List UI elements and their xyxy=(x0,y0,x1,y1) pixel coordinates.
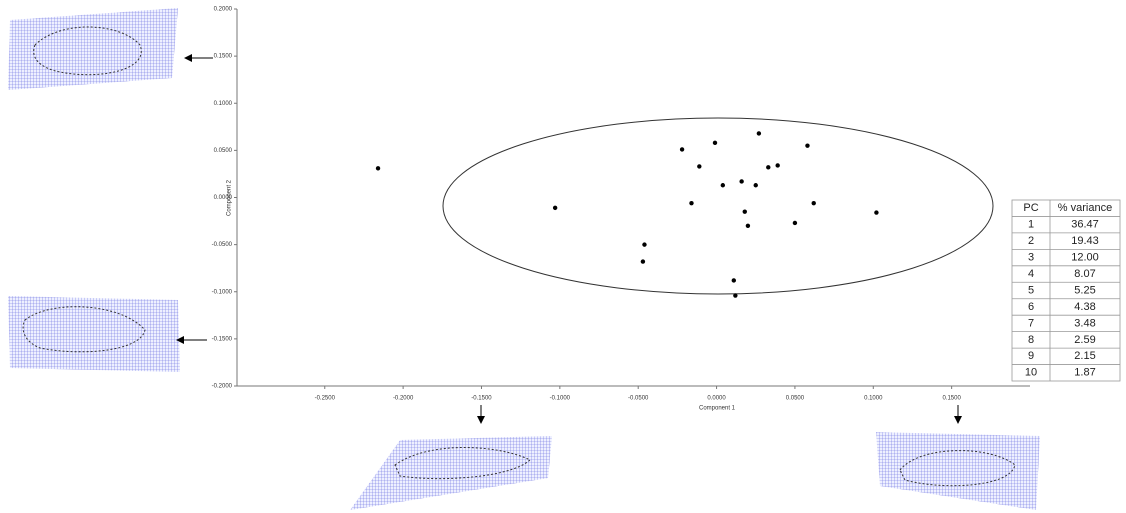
point xyxy=(712,140,718,146)
deformation-grid xyxy=(8,8,178,90)
point xyxy=(552,205,558,211)
point xyxy=(679,147,685,152)
table-cell: 2 xyxy=(1028,235,1034,247)
deformation-grid xyxy=(350,436,552,510)
table-cell: 2.59 xyxy=(1074,334,1095,346)
y-tick-label: 0.2000 xyxy=(214,7,233,13)
point xyxy=(739,179,744,184)
x-tick-label: 0.1500 xyxy=(942,396,961,402)
table-cell: 4 xyxy=(1028,268,1034,280)
y-tick-label: -0.2000 xyxy=(212,384,233,390)
point xyxy=(745,223,751,228)
point xyxy=(792,220,798,226)
deformation-grid xyxy=(8,296,180,372)
x-tick-label: -0.2000 xyxy=(393,396,414,402)
table-cell: 9 xyxy=(1028,350,1034,362)
y-tick-label: -0.0500 xyxy=(212,242,233,248)
y-tick-label: 0.0000 xyxy=(214,195,233,201)
y-tick-label: 0.0500 xyxy=(214,148,233,154)
point xyxy=(742,209,747,214)
x-tick-label: 0.0500 xyxy=(786,396,805,402)
x-tick-label: 0.1000 xyxy=(864,396,883,402)
table-cell: 36.47 xyxy=(1071,219,1099,231)
point xyxy=(689,200,694,206)
table-cell: 2.15 xyxy=(1074,350,1095,362)
confidence-ellipse xyxy=(442,117,994,295)
table-cell: 6 xyxy=(1028,301,1034,313)
table-cell: 3 xyxy=(1028,251,1034,263)
table-cell: 10 xyxy=(1025,367,1037,379)
y-tick-label: -0.1500 xyxy=(212,336,233,342)
table-cell: % variance xyxy=(1058,202,1112,214)
table-cell: 19.43 xyxy=(1071,235,1099,247)
table-cell: 8.07 xyxy=(1074,268,1095,280)
deformation-grid xyxy=(876,432,1040,510)
point xyxy=(733,293,738,298)
table-cell: 3.48 xyxy=(1074,317,1095,329)
point xyxy=(775,163,780,168)
point xyxy=(697,164,702,169)
y-axis-title: Component 2 xyxy=(227,179,233,216)
x-tick-label: 0.0000 xyxy=(707,396,726,402)
table-cell: PC xyxy=(1023,202,1038,214)
table-cell: 1.87 xyxy=(1074,367,1095,379)
table-cell: 12.00 xyxy=(1071,251,1099,263)
x-axis-title: Component 1 xyxy=(699,406,736,412)
table-cell: 4.38 xyxy=(1074,301,1095,313)
table-cell: 8 xyxy=(1028,334,1034,346)
table-cell: 7 xyxy=(1028,317,1034,329)
point xyxy=(874,210,879,215)
table-cell: 1 xyxy=(1028,219,1034,231)
variance-table: PC % variance 1 36.47 2 19.43 3 12.00 4 8.07 5 5.25… xyxy=(1011,199,1121,382)
x-tick-label: -0.1000 xyxy=(550,396,571,402)
y-tick-label: 0.1500 xyxy=(214,54,233,60)
x-tick-label: -0.0500 xyxy=(628,396,649,402)
point xyxy=(811,200,816,206)
point xyxy=(753,183,758,188)
point xyxy=(805,143,810,148)
point xyxy=(720,183,726,188)
point xyxy=(756,131,762,136)
point xyxy=(640,259,646,264)
table-cell: 5 xyxy=(1028,284,1034,296)
x-tick-label: -0.2500 xyxy=(315,396,336,402)
table-cell: 5.25 xyxy=(1074,284,1095,296)
point xyxy=(642,242,647,247)
point xyxy=(731,278,737,283)
point xyxy=(375,166,381,171)
x-tick-label: -0.1500 xyxy=(471,396,492,402)
y-tick-label: 0.1000 xyxy=(214,101,233,107)
y-tick-label: -0.1000 xyxy=(212,289,233,295)
point xyxy=(766,165,771,170)
